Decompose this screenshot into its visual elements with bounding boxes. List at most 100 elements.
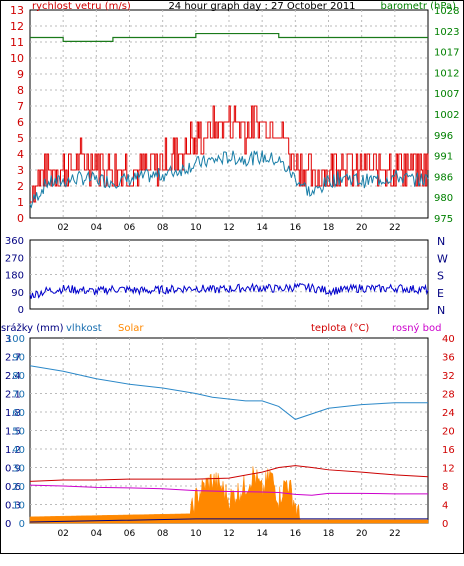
y-tick-label-temperature: 20 <box>442 427 455 438</box>
x-tick-label: 04 <box>91 223 103 233</box>
y-tick-label-wind: 9 <box>17 68 24 81</box>
legend-rain: srážky (mm) <box>1 322 64 334</box>
rain-line <box>29 518 428 523</box>
y-tick-label-temperature: 0 <box>442 519 448 530</box>
y-tick-label-rain: 2.1 <box>5 390 21 401</box>
y-tick-label-direction: 90 <box>11 288 24 299</box>
y-tick-label-compass: E <box>437 287 444 300</box>
y-tick-label-rain: 1.8 <box>5 408 21 419</box>
y-tick-label-wind: 5 <box>17 132 24 145</box>
x-tick-label: 04 <box>91 529 103 539</box>
y-tick-label-pressure: 975 <box>434 214 453 225</box>
y-tick-label-rain: 2.7 <box>5 353 21 364</box>
humidity-line <box>29 365 428 420</box>
legend-humidity: vlhkost <box>66 323 102 334</box>
x-tick-label: 18 <box>323 223 335 233</box>
y-tick-label-humidity: 30 <box>12 464 25 475</box>
x-tick-label: 02 <box>57 223 68 233</box>
wind-speed-line <box>30 105 429 203</box>
y-tick-label-pressure: 1012 <box>434 68 459 79</box>
x-tick-label: 06 <box>124 223 136 233</box>
y-tick-label-humidity: 90 <box>12 353 25 364</box>
y-tick-label-rain: 3 <box>5 334 11 345</box>
y-tick-label-wind: 3 <box>17 164 24 177</box>
y-tick-label-wind: 4 <box>17 148 24 161</box>
wind-axis-title: rychlost vetru (m/s) <box>32 1 131 12</box>
y-tick-label-pressure: 1017 <box>434 48 459 59</box>
y-tick-label-rain: 0 <box>5 519 11 530</box>
y-tick-label-temperature: 40 <box>442 334 455 345</box>
y-tick-label-humidity: 0 <box>19 519 25 530</box>
y-tick-label-rain: 1.5 <box>5 427 21 438</box>
x-tick-label: 06 <box>124 529 136 539</box>
y-tick-label-temperature: 4 <box>442 501 448 512</box>
y-tick-label-wind: 8 <box>17 84 24 97</box>
y-tick-label-pressure: 991 <box>434 152 453 163</box>
y-tick-label-temperature: 36 <box>442 353 455 364</box>
x-tick-label: 18 <box>323 529 335 539</box>
y-tick-label-rain: 0.3 <box>5 501 21 512</box>
y-tick-label-compass: W <box>437 252 448 265</box>
y-tick-label-compass: N <box>437 304 445 317</box>
dewpoint-line <box>29 484 428 496</box>
y-tick-label-wind: 7 <box>17 100 24 113</box>
y-tick-label-humidity: 20 <box>12 482 25 493</box>
y-tick-label-rain: 0.9 <box>5 464 21 475</box>
y-tick-label-wind: 13 <box>10 4 24 17</box>
y-tick-label-humidity: 40 <box>12 445 25 456</box>
y-tick-label-temperature: 24 <box>442 408 455 419</box>
solar-area <box>29 466 429 524</box>
y-tick-label-rain: 1.2 <box>5 445 21 456</box>
chart-title: 24 hour graph day : 27 October 2011 <box>168 1 355 12</box>
legend-temperature: teplota (°C) <box>311 323 369 334</box>
legend-solar: Solar <box>118 323 144 334</box>
y-tick-label-humidity: 10 <box>12 501 25 512</box>
y-tick-label-temperature: 16 <box>442 445 455 456</box>
y-tick-label-humidity: 70 <box>12 390 25 401</box>
x-tick-label: 12 <box>223 529 234 539</box>
y-tick-label-wind: 10 <box>10 52 24 65</box>
y-tick-label-direction: 270 <box>5 253 24 264</box>
barometer-line <box>30 32 428 42</box>
y-tick-label-pressure: 1002 <box>434 110 459 121</box>
y-tick-label-wind: 6 <box>17 116 24 129</box>
y-tick-label-compass: N <box>437 235 445 248</box>
wind-average-line <box>29 150 429 209</box>
y-tick-label-temperature: 32 <box>442 371 455 382</box>
x-tick-label: 22 <box>389 529 400 539</box>
x-tick-label: 14 <box>256 529 268 539</box>
y-tick-label-rain: 2.4 <box>5 371 21 382</box>
y-tick-label-temperature: 8 <box>442 482 448 493</box>
x-tick-label: 08 <box>157 529 169 539</box>
x-tick-label: 12 <box>223 223 234 233</box>
x-tick-label: 20 <box>356 529 368 539</box>
y-tick-label-pressure: 1023 <box>434 27 459 38</box>
y-tick-label-pressure: 986 <box>434 172 453 183</box>
y-tick-label-rain: 0.6 <box>5 482 21 493</box>
temperature-line <box>29 465 429 482</box>
y-tick-label-pressure: 1028 <box>434 6 459 17</box>
pressure-axis-title: barometr (hPa) <box>381 1 457 12</box>
panel-temp-frame <box>29 337 429 524</box>
legend-dewpoint: rosný bod <box>392 322 441 334</box>
x-tick-label: 08 <box>157 223 169 233</box>
x-tick-label: 16 <box>290 223 302 233</box>
y-tick-label-humidity: 60 <box>12 408 25 419</box>
y-tick-label-wind: 1 <box>17 196 24 209</box>
y-tick-label-humidity: 50 <box>12 427 25 438</box>
wind-direction-line <box>29 282 429 299</box>
x-tick-label: 10 <box>190 223 202 233</box>
y-tick-label-pressure: 996 <box>434 131 453 142</box>
y-tick-label-pressure: 980 <box>434 193 453 204</box>
y-tick-label-humidity: 80 <box>12 371 25 382</box>
y-tick-label-direction: 360 <box>5 236 24 247</box>
y-tick-label-direction: 180 <box>5 271 24 282</box>
y-tick-label-compass: S <box>437 270 444 283</box>
x-tick-label: 02 <box>57 529 68 539</box>
y-tick-label-wind: 2 <box>17 180 24 193</box>
y-tick-label-humidity: 100 <box>6 334 25 345</box>
y-tick-label-wind: 12 <box>10 20 24 33</box>
x-tick-label: 20 <box>356 223 368 233</box>
y-tick-label-direction: 0 <box>18 305 24 316</box>
